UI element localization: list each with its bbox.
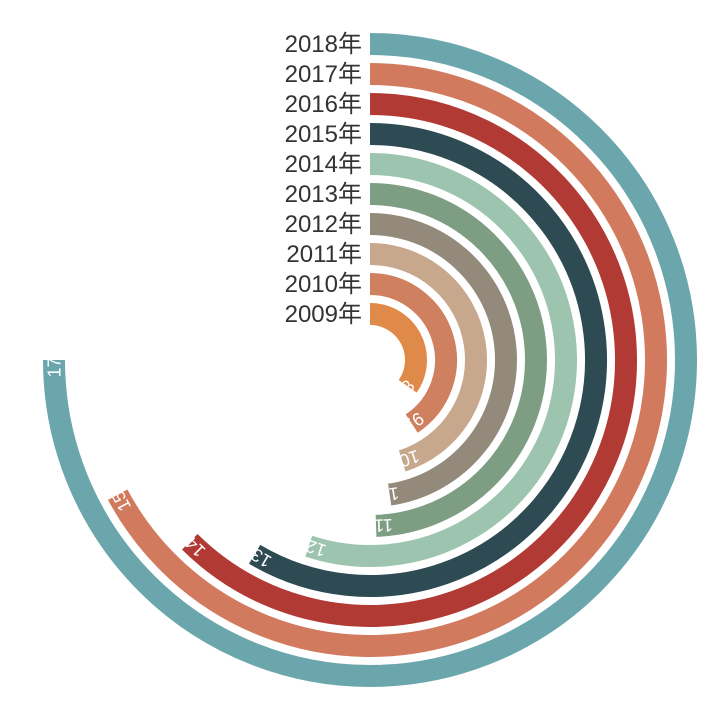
year-label: 2012年 — [285, 211, 362, 238]
year-label: 2010年 — [285, 271, 362, 298]
radial-bar-chart: 2009年 2010年 2011年 2012年 2013年 2014年 2015年 2016年… — [0, 0, 720, 713]
year-label: 2014年 — [285, 151, 362, 178]
value-label: 12.7 — [289, 531, 329, 561]
value-label: 10.4 — [382, 446, 421, 476]
chart-arcs — [54, 44, 686, 676]
year-label: 2009年 — [285, 301, 362, 328]
arc-2009年 — [370, 314, 416, 386]
year-label: 2017年 — [285, 61, 362, 88]
value-label: 11.4 — [359, 515, 393, 536]
year-label: 2011年 — [286, 241, 362, 268]
value-label: 17.3 — [44, 342, 64, 377]
year-label: 2015年 — [285, 121, 362, 148]
year-label: 2018年 — [285, 31, 362, 58]
value-label: 11 — [379, 483, 400, 505]
year-label: 2016年 — [285, 91, 362, 118]
chart-year-labels: 2009年 2010年 2011年 2012年 2013年 2014年 2015年 2016年… — [285, 31, 362, 328]
year-label: 2013年 — [285, 181, 362, 208]
value-label: 13.5 — [235, 537, 275, 572]
